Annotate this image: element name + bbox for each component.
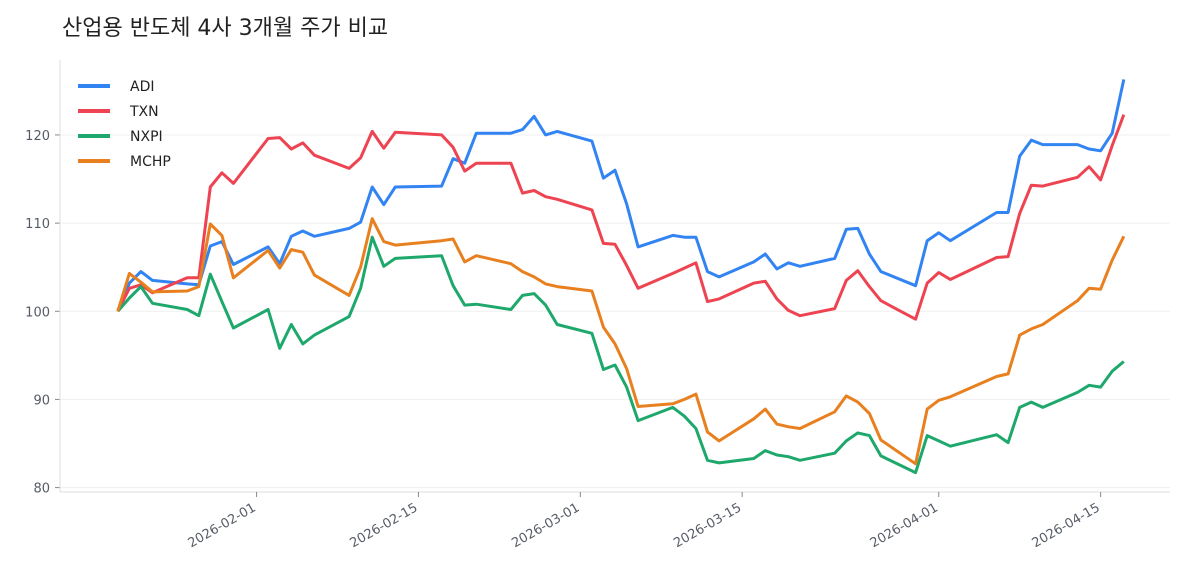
y-tick-label: 100 — [25, 305, 50, 320]
legend-label-nxpi: NXPI — [130, 129, 163, 145]
series-line-adi — [116, 79, 1126, 312]
x-tick-label: 2026-04-15 — [1030, 500, 1103, 551]
legend-label-adi: ADI — [130, 79, 155, 95]
legend-label-mchp: MCHP — [130, 154, 171, 170]
y-tick-label: 120 — [25, 129, 50, 144]
y-tick-label: 90 — [33, 393, 50, 408]
x-tick-label: 2026-03-01 — [509, 500, 582, 551]
y-tick-label: 110 — [25, 217, 50, 232]
x-tick-label: 2026-04-01 — [868, 500, 941, 551]
gridlines — [60, 134, 1170, 489]
chart-title: 산업용 반도체 4사 3개월 주가 비교 — [62, 16, 389, 41]
legend: ADI TXN NXPI MCHP — [78, 79, 171, 170]
legend-label-txn: TXN — [129, 104, 159, 120]
series-line-nxpi — [116, 235, 1125, 475]
x-tick-label: 2026-02-01 — [186, 500, 259, 551]
series-lines — [116, 79, 1126, 475]
series-line-mchp — [116, 217, 1126, 466]
x-tick-label: 2026-03-15 — [671, 500, 744, 551]
series-line-txn — [116, 114, 1126, 321]
x-tick-label: 2026-02-15 — [347, 500, 420, 551]
y-tick-label: 80 — [33, 482, 50, 497]
